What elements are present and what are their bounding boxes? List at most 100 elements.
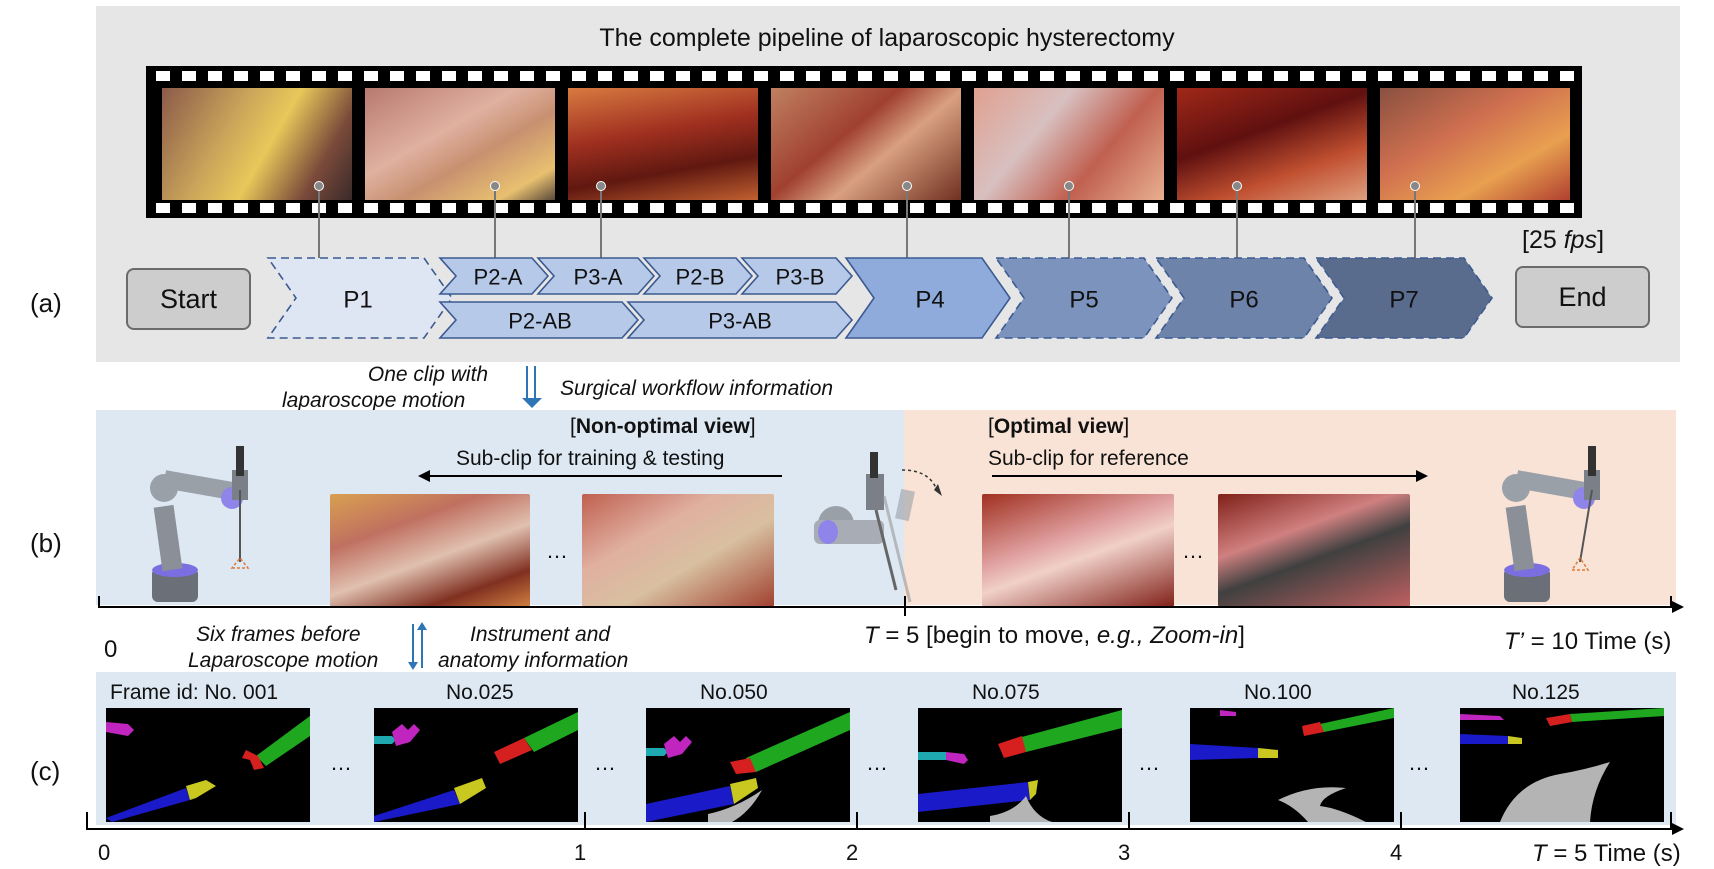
film-frame-4 [771,88,961,200]
six-frames-text-line1: Six frames before [196,623,361,646]
up-down-arrow-icon [408,622,427,670]
optimal-subtitle: Sub-clip for reference [988,447,1189,470]
phase-label-p5: P5 [1069,287,1098,314]
film-sprocket-hole [1274,203,1288,213]
phase-label-p4: P4 [915,287,944,314]
phase-chevron-p2b [642,257,754,295]
film-sprocket-hole [728,203,742,213]
film-sprocket-hole [1066,203,1080,213]
panel-a-label: (a) [30,288,62,318]
film-sprocket-hole [1196,71,1210,81]
timeline-b-tick-T [904,596,906,616]
connector-dot-p7 [1410,181,1420,191]
phase-label-p3b: P3-B [776,265,825,290]
film-sprocket-hole [702,71,716,81]
connector-dot-p5 [1064,181,1074,191]
film-sprocket-hole [832,203,846,213]
film-frame-6 [1177,88,1367,200]
film-sprocket-hole [1144,203,1158,213]
film-sprocket-hole [754,203,768,213]
phase-label-p2a: P2-A [474,265,523,290]
frame-id-025: No.025 [446,681,514,704]
connector-dot-p1 [314,181,324,191]
timeline-b-T-label: T = 5 [begin to move, e.g., Zoom-in] [864,622,1245,649]
film-sprocket-hole [208,203,222,213]
start-box: Start [126,268,251,330]
timeline-c-arrowhead-icon [1672,823,1684,835]
film-sprocket-hole [234,71,248,81]
film-sprocket-hole [1040,71,1054,81]
connector-p5 [1068,186,1070,259]
film-sprocket-hole [884,71,898,81]
nonoptimal-title: [Non-optimal view] [570,415,756,438]
phase-label-p2ab: P2-AB [508,309,572,334]
film-sprocket-hole [910,71,924,81]
film-sprocket-hole [1456,71,1470,81]
film-sprocket-hole [936,71,950,81]
workflow-info-text: Surgical workflow information [560,377,834,400]
phase-label-p3a: P3-A [574,265,623,290]
phase-label-p2b: P2-B [676,265,725,290]
end-box: End [1515,266,1650,328]
timeline-b-arrowhead-icon [1672,601,1684,613]
frame-id-075: No.075 [972,681,1040,704]
six-frames-text-line2: Laparoscope motion [188,649,379,672]
film-sprocket-hole [1118,203,1132,213]
connector-p1 [318,186,320,259]
film-sprocket-hole [390,203,404,213]
frame-id-050: No.050 [700,681,768,704]
film-sprocket-hole [780,71,794,81]
timeline-c-tick-0 [86,812,88,830]
phase-chevron-p2a [438,257,550,295]
film-sprocket-hole [1222,203,1236,213]
timeline-c-tick-1 [584,812,586,830]
film-sprocket-hole [260,203,274,213]
timeline-c-tick-4 [1400,812,1402,830]
film-sprocket-hole [806,203,820,213]
phase-label-p1: P1 [343,287,372,314]
mask-ellipsis-3: … [866,750,888,775]
timeline-c-label-3: 3 [1118,840,1131,865]
nonoptimal-subtitle: Sub-clip for training & testing [456,447,725,470]
film-sprocket-hole [520,203,534,213]
timeline-c-label-2: 2 [846,840,859,865]
film-sprocket-hole [1326,203,1340,213]
film-sprocket-hole [962,71,976,81]
phase-chevron-p5 [994,257,1173,339]
frame-id-125: No.125 [1512,681,1580,704]
film-sprocket-hole [572,71,586,81]
connector-dot-p3a [596,181,606,191]
film-sprocket-hole [520,71,534,81]
connector-dot-p4 [902,181,912,191]
film-sprocket-hole [650,203,664,213]
nonoptimal-left-arrow-icon [418,470,782,482]
film-sprocket-hole [364,203,378,213]
film-sprocket-hole [156,203,170,213]
optimal-right-arrow-icon [992,470,1428,482]
phase-label-p7: P7 [1389,287,1418,314]
film-sprocket-hole [338,71,352,81]
film-sprocket-hole [988,203,1002,213]
optimal-frame-first [982,494,1174,607]
film-strip [146,66,1582,218]
mask-ellipsis-5: … [1408,750,1430,775]
film-sprocket-hole [676,71,690,81]
film-sprocket-hole [468,71,482,81]
timeline-b-axis [98,606,1676,608]
film-frame-2 [365,88,555,200]
seg-mask-125 [1460,708,1664,822]
mask-ellipsis-4: … [1138,750,1160,775]
phase-label-p6: P6 [1229,287,1258,314]
optimal-title: [Optimal view] [988,415,1130,438]
seg-mask-075 [918,708,1122,822]
film-sprocket-hole [1404,203,1418,213]
phase-chevron-p4 [844,257,1011,339]
timeline-c-label-1: 1 [574,840,587,865]
connector-p2a [494,186,496,259]
frame-id-label: Frame id: No. 001 [110,681,279,704]
film-sprocket-hole [208,71,222,81]
robot-arm-moving-icon [814,452,942,603]
phase-chevron-p7 [1314,257,1493,339]
mask-ellipsis-2: … [594,750,616,775]
